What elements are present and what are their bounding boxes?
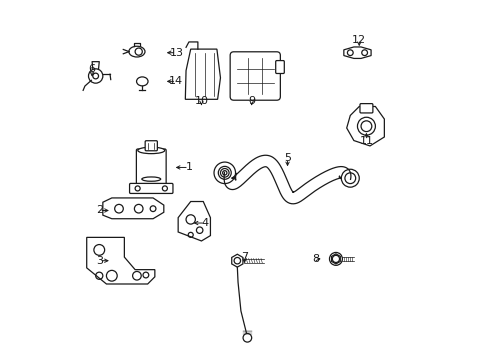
FancyBboxPatch shape	[230, 52, 280, 100]
Text: 7: 7	[241, 252, 247, 262]
Text: 5: 5	[284, 153, 290, 163]
Text: 9: 9	[247, 96, 255, 106]
FancyBboxPatch shape	[136, 149, 166, 186]
Text: 2: 2	[96, 206, 102, 216]
Text: 4: 4	[201, 218, 208, 228]
FancyBboxPatch shape	[275, 60, 284, 73]
Text: 13: 13	[169, 48, 183, 58]
FancyBboxPatch shape	[145, 141, 157, 151]
FancyBboxPatch shape	[359, 104, 372, 113]
Text: 1: 1	[185, 162, 192, 172]
FancyBboxPatch shape	[129, 183, 173, 193]
Text: 11: 11	[359, 136, 373, 145]
Text: 8: 8	[312, 254, 319, 264]
Text: 12: 12	[351, 35, 366, 45]
Text: 14: 14	[169, 76, 183, 86]
Ellipse shape	[138, 147, 164, 154]
Text: 6: 6	[88, 64, 95, 74]
Text: 3: 3	[96, 256, 102, 266]
Text: 10: 10	[194, 96, 208, 106]
